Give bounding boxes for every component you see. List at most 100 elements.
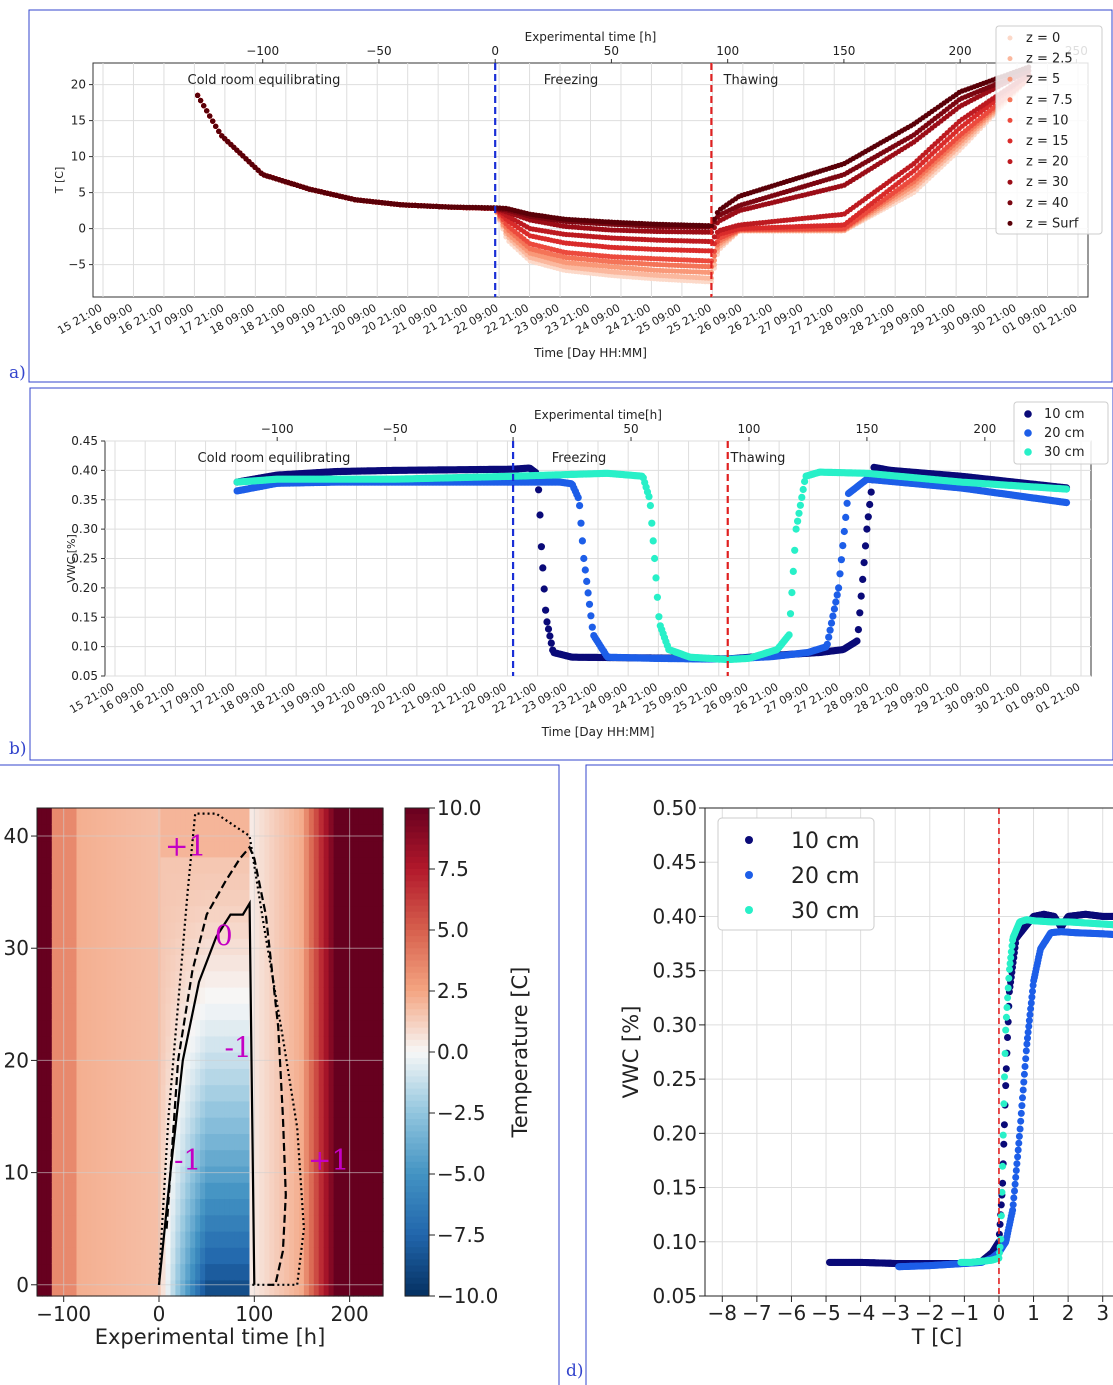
heatmap-cell (61, 970, 68, 988)
data-point (574, 494, 582, 502)
heatmap-cell (46, 808, 53, 825)
heatmap-cell (56, 889, 63, 907)
heatmap-cell (37, 986, 43, 1004)
phase-label: Freezing (544, 73, 599, 88)
heatmap-cell (37, 1263, 43, 1281)
top-tick-label: 50 (623, 422, 638, 436)
heatmap-cell (66, 1247, 73, 1265)
heatmap-cell (46, 840, 53, 858)
heatmap-cell (66, 1165, 73, 1183)
data-point (544, 625, 553, 633)
data-point (542, 606, 550, 614)
data-point (204, 108, 210, 114)
heatmap-cell (37, 1003, 43, 1021)
data-point (216, 128, 222, 134)
heatmap-cell (61, 905, 68, 923)
data-point (577, 519, 585, 527)
data-point (837, 556, 846, 564)
heatmap-cell (66, 1149, 73, 1167)
data-point (833, 591, 841, 599)
top-tick-label: 200 (949, 44, 972, 58)
heatmap-cell (37, 1149, 43, 1167)
heatmap-cell (37, 921, 43, 939)
heatmap-cell (56, 1084, 63, 1102)
data-point (786, 610, 795, 618)
heatmap-cell (41, 1117, 48, 1134)
data-point (856, 609, 864, 617)
heatmap-cell (61, 1165, 68, 1183)
top-tick-label: 0 (491, 44, 499, 58)
heatmap-cell (56, 1247, 63, 1265)
heatmap-cell (51, 938, 58, 955)
heatmap-cell (51, 1035, 58, 1053)
heatmap-cell (37, 889, 43, 907)
heatmap-cell (51, 1100, 58, 1118)
data-point (576, 502, 584, 510)
heatmap-cell (56, 905, 63, 923)
top-tick-label: −100 (261, 422, 294, 436)
data-point (708, 279, 715, 285)
legend-label: z = Surf (1026, 216, 1079, 231)
data-point (540, 585, 548, 593)
heatmap-cell (66, 1198, 73, 1216)
heatmap-cell (41, 1100, 48, 1118)
data-point (1062, 485, 1071, 493)
legend-marker (1007, 179, 1013, 185)
legend-marker (1007, 76, 1013, 82)
legend-marker (1007, 35, 1013, 41)
heatmap-cell (61, 824, 68, 842)
data-point (825, 633, 833, 641)
top-axis-label: Experimental time [h] (525, 30, 657, 44)
heatmap-cell (61, 889, 68, 907)
x-axis-label: Time [Day HH:MM] (533, 346, 647, 360)
heatmap-cell (61, 1019, 68, 1037)
heatmap-cell (66, 1279, 73, 1297)
heatmap-cell (56, 1117, 63, 1134)
heatmap-cell (56, 921, 63, 939)
heatmap-cell (66, 1117, 73, 1134)
heatmap-cell (46, 1263, 53, 1281)
heatmap-cell (41, 873, 48, 890)
data-point (796, 501, 805, 509)
heatmap-cell (51, 1019, 58, 1037)
legend-marker (1024, 410, 1032, 418)
heatmap-cell (46, 824, 53, 842)
heatmap-cell (66, 1019, 73, 1037)
y-tick-label: 0.35 (71, 493, 98, 507)
heatmap-cell (61, 1068, 68, 1086)
data-point (646, 502, 655, 510)
legend-marker (1007, 138, 1013, 144)
data-point (588, 623, 596, 631)
heatmap-cell (56, 840, 63, 858)
legend-marker (1007, 56, 1013, 62)
data-point (585, 600, 594, 608)
heatmap-cell (66, 1133, 73, 1151)
heatmap-cell (51, 1117, 58, 1134)
heatmap-cell (41, 938, 48, 955)
heatmap-cell (51, 1263, 58, 1281)
heatmap-cell (46, 1019, 53, 1037)
y-tick-label: 0.05 (71, 669, 98, 683)
heatmap-cell (51, 1182, 58, 1199)
data-point (857, 592, 865, 600)
data-point (198, 97, 204, 104)
heatmap-cell (66, 1084, 73, 1102)
panel-b-frame (29, 387, 1113, 761)
heatmap-cell (66, 970, 73, 988)
heatmap-cell (56, 954, 63, 972)
heatmap-cell (41, 1084, 48, 1102)
data-point (587, 612, 595, 620)
data-point (583, 577, 591, 586)
data-point (827, 619, 836, 627)
data-point (546, 632, 554, 640)
data-point (832, 598, 840, 606)
heatmap-cell (37, 824, 43, 842)
data-point (645, 493, 653, 501)
data-point (648, 519, 656, 527)
legend-box (995, 25, 1103, 235)
heatmap-cell (66, 1003, 73, 1021)
heatmap-cell (56, 938, 63, 955)
data-point (536, 511, 544, 519)
heatmap-cell (56, 1019, 63, 1037)
